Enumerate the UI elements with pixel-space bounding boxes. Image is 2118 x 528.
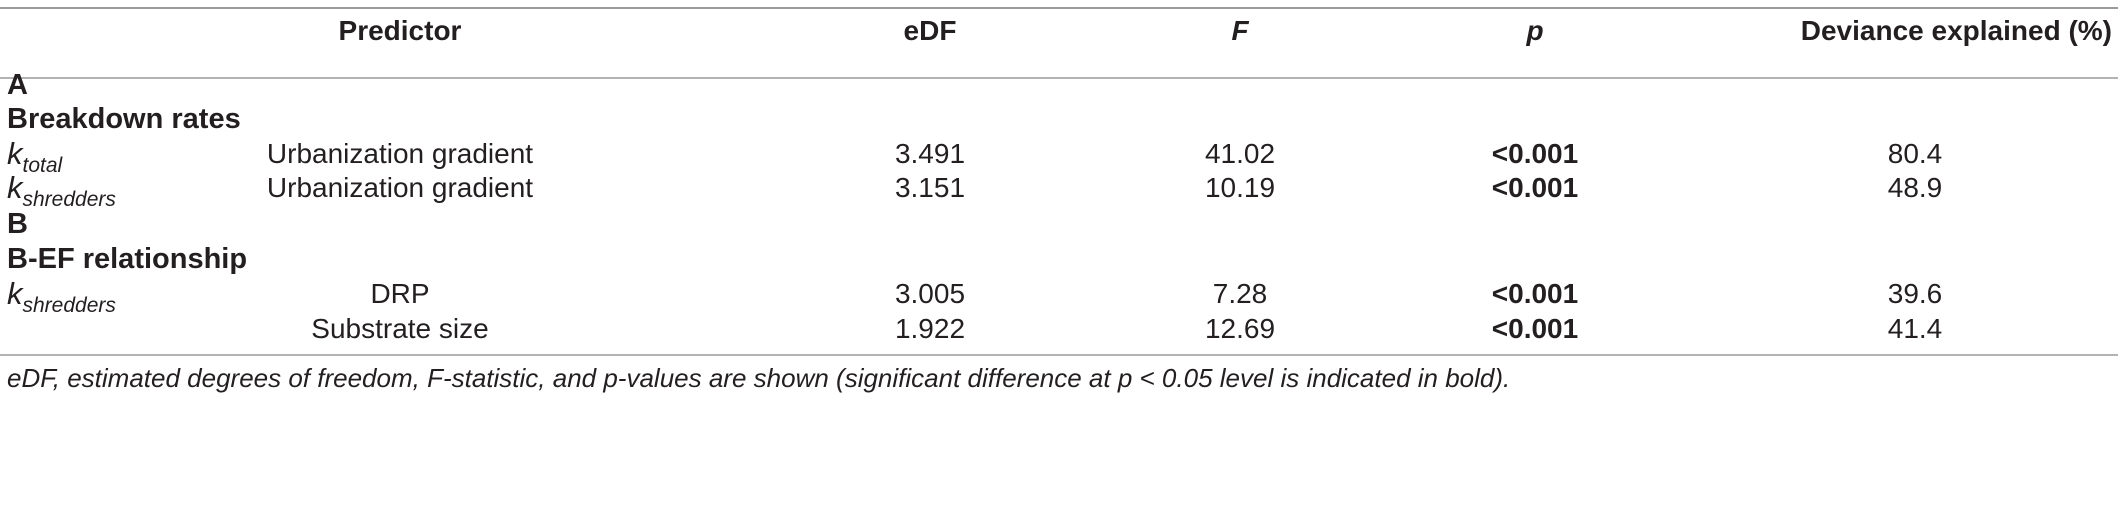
p-cell: <0.001 [1491,138,1579,169]
f-cell: 41.02 [1204,138,1276,169]
bottom-rule [0,354,2118,356]
section-b-letter-row: B [0,200,2118,248]
predictor-cell: Urbanization gradient [266,172,534,203]
edf-cell: 3.151 [894,172,966,203]
header-deviance: Deviance explained (%) [1800,15,2112,46]
table-footnote: eDF, estimated degrees of freedom, F-sta… [7,363,1511,393]
table-row: Substrate size 1.922 12.69 <0.001 41.4 [0,305,2118,353]
deviance-cell: 80.4 [1887,138,1943,169]
section-b-title: B-EF relationship [7,243,248,275]
predictor-cell: DRP [370,278,430,309]
response-variable: kshredders [7,170,116,211]
predictor-cell: Substrate size [311,313,489,344]
header-f: F [1231,15,1249,46]
edf-cell: 3.005 [894,278,966,309]
header-edf: eDF [903,15,957,46]
deviance-cell: 39.6 [1887,278,1943,309]
header-p: p [1526,15,1544,46]
deviance-cell: 48.9 [1887,172,1943,203]
section-a-title-row: Breakdown rates [0,95,2118,143]
header-predictor: Predictor [338,15,462,46]
edf-cell: 3.491 [894,138,966,169]
table-row: kshredders DRP 3.005 7.28 <0.001 39.6 [0,270,2118,318]
response-variable: kshredders [7,276,116,317]
header-rule [0,77,2118,79]
p-cell: <0.001 [1491,313,1579,344]
response-variable: ktotal [7,136,63,177]
p-cell: <0.001 [1491,278,1579,309]
table-row: ktotal Urbanization gradient 3.491 41.02… [0,130,2118,178]
deviance-cell: 41.4 [1887,313,1943,344]
table-header-row: Predictor eDF F p Deviance explained (%) [0,7,2118,55]
f-cell: 12.69 [1204,313,1276,344]
f-cell: 10.19 [1204,172,1276,203]
p-cell: <0.001 [1491,172,1579,203]
section-a-letter: A [7,69,28,101]
table-row: kshredders Urbanization gradient 3.151 1… [0,164,2118,212]
edf-cell: 1.922 [894,313,966,344]
section-b-letter: B [7,208,28,240]
section-a-title: Breakdown rates [7,103,241,135]
predictor-cell: Urbanization gradient [266,138,534,169]
f-cell: 7.28 [1212,278,1268,309]
section-b-title-row: B-EF relationship [0,235,2118,283]
section-a-letter-row: A [0,61,2118,109]
top-rule [0,7,2118,9]
